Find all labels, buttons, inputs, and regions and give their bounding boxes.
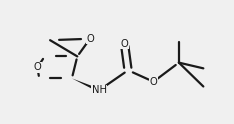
Text: O: O <box>33 62 41 72</box>
Text: NH: NH <box>91 85 106 95</box>
Text: O: O <box>150 77 157 87</box>
Text: O: O <box>121 39 128 48</box>
Text: O: O <box>86 34 94 44</box>
Polygon shape <box>72 78 102 91</box>
